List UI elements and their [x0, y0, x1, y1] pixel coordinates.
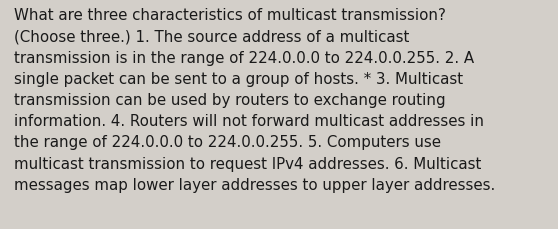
Text: What are three characteristics of multicast transmission?
(Choose three.) 1. The: What are three characteristics of multic…	[14, 8, 495, 192]
